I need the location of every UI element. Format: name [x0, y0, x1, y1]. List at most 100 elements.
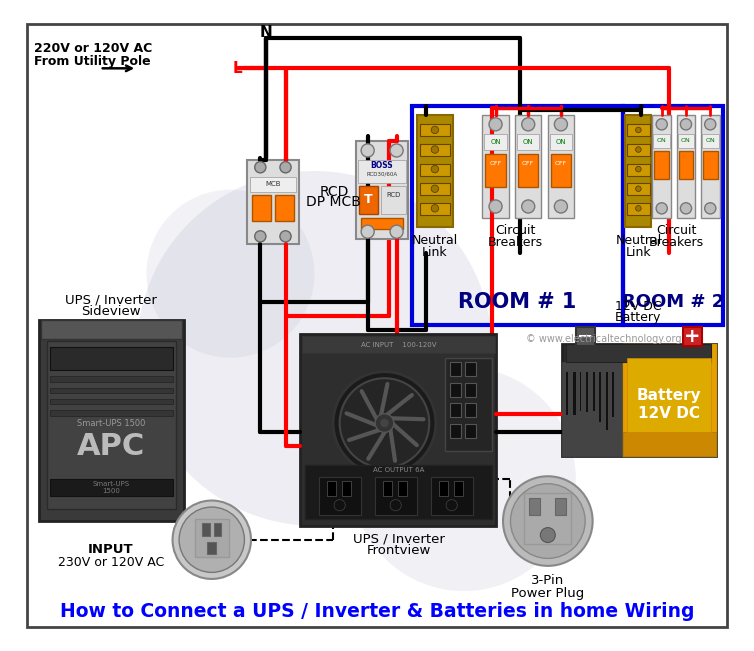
Circle shape — [636, 146, 641, 152]
Bar — [326, 481, 336, 496]
Circle shape — [339, 378, 429, 468]
Text: +: + — [685, 327, 700, 346]
Circle shape — [334, 499, 345, 511]
Circle shape — [255, 230, 266, 242]
Text: 3-Pin: 3-Pin — [532, 574, 565, 587]
Text: Breakers: Breakers — [649, 236, 704, 249]
Text: ON: ON — [523, 139, 534, 145]
Bar — [51, 399, 173, 404]
Bar — [550, 133, 572, 150]
Bar — [302, 336, 495, 353]
Text: Smart-UPS 1500: Smart-UPS 1500 — [77, 419, 145, 428]
Circle shape — [431, 146, 439, 153]
Text: ROOM # 2: ROOM # 2 — [622, 293, 724, 311]
Circle shape — [446, 499, 457, 511]
Bar — [357, 141, 408, 239]
Circle shape — [280, 161, 291, 173]
Bar — [525, 493, 572, 544]
Bar — [515, 115, 541, 217]
Bar — [342, 481, 351, 496]
Text: DP MCB: DP MCB — [306, 195, 361, 209]
Bar — [464, 383, 476, 397]
Bar — [550, 154, 572, 187]
Circle shape — [656, 118, 667, 130]
Bar — [450, 404, 461, 417]
Text: MCB: MCB — [265, 181, 281, 187]
Bar — [562, 363, 623, 456]
Circle shape — [431, 204, 439, 212]
Bar — [450, 363, 461, 376]
Circle shape — [431, 165, 439, 173]
Bar — [39, 320, 184, 521]
Bar — [623, 344, 716, 456]
Text: UPS / Inverter: UPS / Inverter — [65, 294, 157, 307]
Text: ON: ON — [490, 139, 501, 145]
Text: UPS / Inverter: UPS / Inverter — [353, 533, 444, 546]
Bar — [252, 195, 271, 221]
Text: 12V DC: 12V DC — [638, 406, 700, 421]
Bar — [51, 346, 173, 370]
Circle shape — [179, 507, 244, 572]
Bar — [51, 479, 173, 496]
Bar — [51, 410, 173, 415]
Bar — [652, 115, 671, 217]
Bar — [431, 477, 474, 514]
Bar — [573, 372, 576, 432]
Text: Sideview: Sideview — [81, 305, 141, 318]
Bar — [420, 183, 450, 195]
Bar — [420, 163, 450, 176]
Bar — [703, 152, 718, 180]
Text: ON: ON — [556, 139, 566, 145]
Bar — [627, 124, 650, 137]
Circle shape — [280, 230, 291, 242]
Bar — [627, 202, 650, 215]
Bar — [623, 105, 723, 325]
Circle shape — [636, 206, 641, 211]
Bar — [486, 154, 506, 187]
Text: −: − — [577, 327, 593, 346]
Bar — [586, 372, 589, 421]
Bar — [375, 477, 417, 514]
Bar — [450, 383, 461, 397]
Text: L: L — [233, 61, 243, 76]
Text: AC INPUT    100-120V: AC INPUT 100-120V — [360, 342, 437, 348]
Circle shape — [510, 484, 585, 559]
Bar — [213, 523, 221, 536]
Bar — [361, 217, 403, 229]
Text: ON: ON — [657, 138, 667, 143]
Bar — [654, 152, 670, 180]
Bar — [676, 115, 695, 217]
Text: RCD30/60A: RCD30/60A — [366, 171, 397, 176]
Text: Frontview: Frontview — [366, 544, 431, 557]
Bar — [412, 105, 623, 325]
Bar — [562, 344, 716, 456]
Bar — [454, 481, 463, 496]
Circle shape — [390, 499, 401, 511]
Circle shape — [554, 118, 568, 131]
Circle shape — [361, 144, 374, 157]
Text: RCD: RCD — [320, 186, 349, 199]
Bar — [484, 133, 507, 150]
Bar — [445, 357, 492, 451]
Circle shape — [489, 118, 502, 131]
Bar — [576, 327, 594, 346]
Bar — [517, 133, 539, 150]
Text: Smart-UPS
1500: Smart-UPS 1500 — [93, 481, 130, 494]
Circle shape — [390, 144, 403, 157]
Text: Neutral: Neutral — [615, 234, 661, 247]
Text: How to Connect a UPS / Inverter & Batteries in home Wiring: How to Connect a UPS / Inverter & Batter… — [60, 602, 694, 621]
Bar — [195, 519, 228, 557]
Circle shape — [489, 200, 502, 213]
Circle shape — [636, 127, 641, 133]
Bar — [247, 159, 299, 244]
Bar — [464, 404, 476, 417]
Bar — [566, 372, 569, 425]
Bar — [319, 477, 361, 514]
Circle shape — [137, 171, 492, 526]
Text: RCD: RCD — [387, 192, 401, 199]
Bar — [627, 183, 650, 195]
Bar — [464, 363, 476, 376]
Text: Battery: Battery — [637, 387, 701, 402]
Bar — [358, 159, 406, 183]
Circle shape — [503, 477, 593, 566]
